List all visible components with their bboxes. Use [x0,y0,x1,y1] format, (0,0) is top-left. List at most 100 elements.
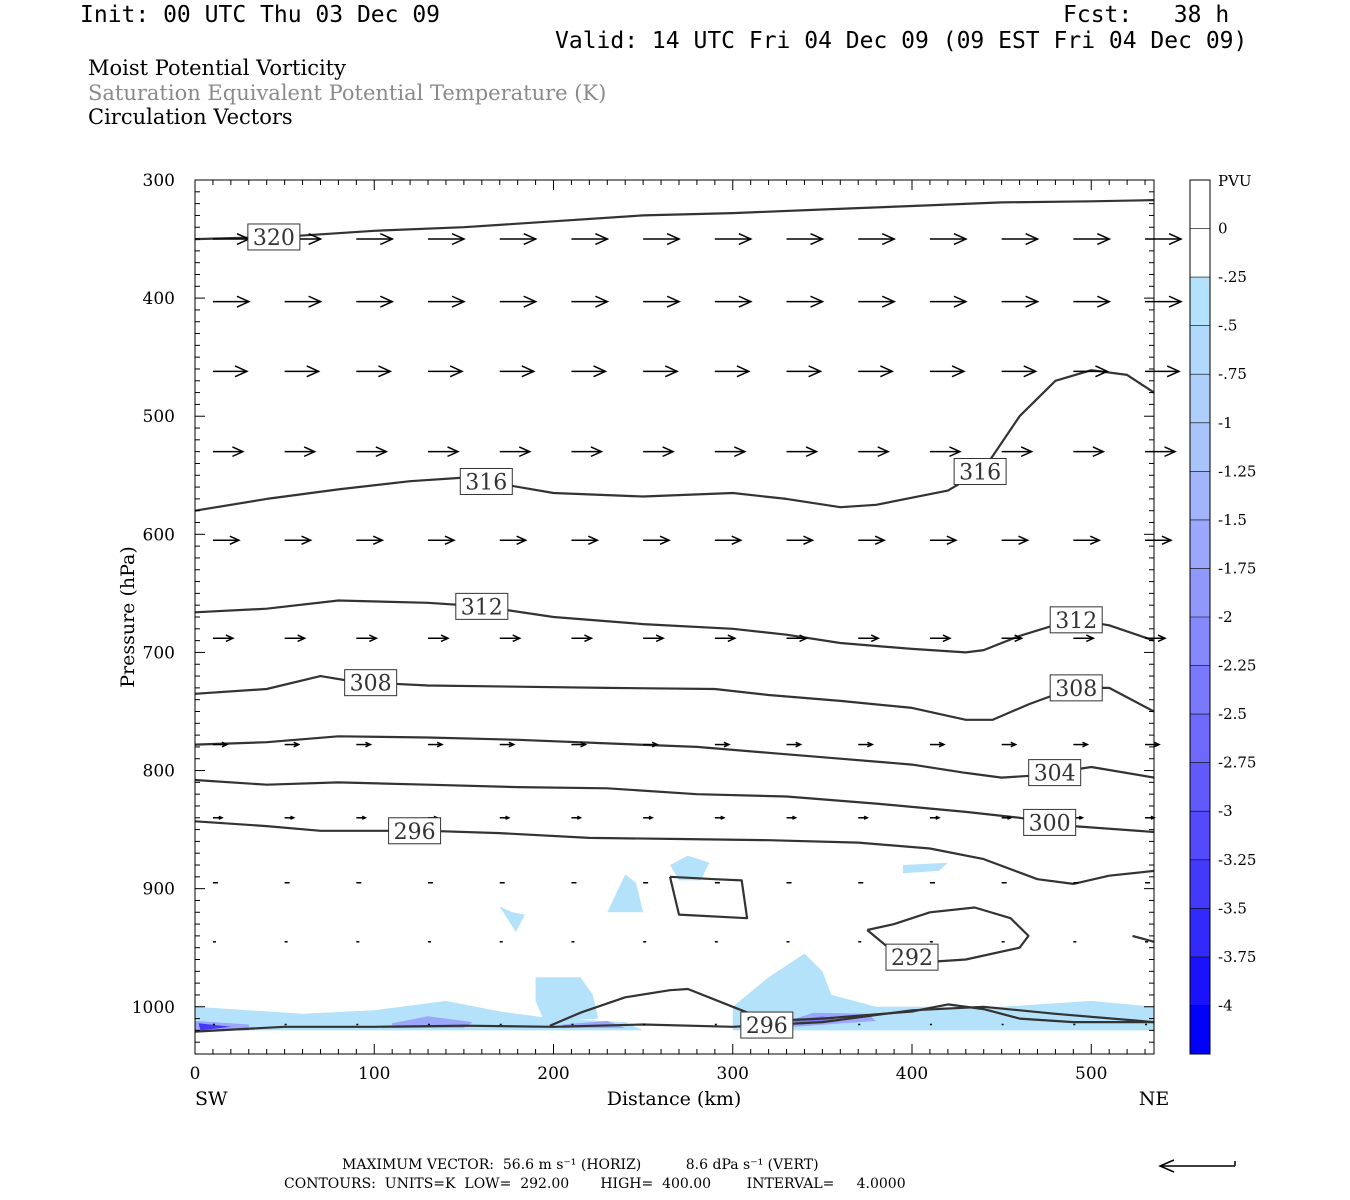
vector-4-13 [1145,535,1173,546]
contour-308-3 [194,674,1155,721]
colorbar-label: -1 [1218,414,1233,432]
colorbar-label: -2.5 [1218,705,1247,723]
max-vector-footer: MAXIMUM VECTOR: 56.6 m s⁻¹ (HORIZ) 8.6 d… [342,1157,819,1173]
vector-6-12 [1073,741,1090,748]
x-tick-label: 400 [896,1064,928,1084]
vector-0-9 [858,232,897,246]
colorbar-unit-label: PVU [1218,172,1252,190]
x-tick-label: 500 [1075,1064,1107,1084]
vector-3-12 [1073,446,1106,458]
contour-300-5 [194,778,1155,834]
colorbar: 0 -.25 -.5 -.75 -1 -1.25 -1.5 -1.75 -2 -2.25 -2.5 -… [1189,179,1256,1055]
pv-shade-0 [195,1000,644,1031]
colorbar-bin [1190,568,1210,617]
colorbar-bin [1190,471,1210,520]
y-tick-label: 300 [143,171,175,191]
colorbar-label: -1.25 [1218,462,1256,480]
colorbar-bin [1190,956,1210,1006]
vector-6-7 [714,741,731,748]
vector-3-6 [643,446,675,458]
vector-4-3 [428,535,456,546]
y-axis-label: Pressure (hPa) [117,546,139,688]
y-tick-label: 400 [143,289,175,309]
colorbar-label: -2.25 [1218,657,1256,675]
vector-5-12 [1073,634,1096,643]
contour-312-2 [194,599,1155,654]
contour-296-11 [194,1005,1155,1033]
colorbar-bin [1190,859,1210,909]
contour-292-7 [668,875,749,920]
contour-label-6: 308 [1049,674,1103,702]
svg-text:312: 312 [1055,609,1097,634]
vector-1-3 [428,295,466,308]
vector-3-0 [212,446,245,458]
vector-6-1 [284,741,301,748]
svg-text:316: 316 [959,460,1001,485]
x-tick-label: 0 [190,1064,201,1084]
contour-label-2: 316 [953,457,1007,485]
vector-5-10 [929,634,952,643]
vector-layer [212,232,1183,1026]
title-line-2: Saturation Equivalent Potential Temperat… [88,81,607,105]
y-tick-label: 900 [143,880,175,900]
vector-3-4 [499,446,532,458]
vector-4-8 [786,535,815,546]
svg-text:300: 300 [1029,811,1071,836]
pv-shade-1 [535,977,599,1023]
vector-6-13 [1145,741,1161,748]
svg-text:304: 304 [1034,762,1076,787]
vector-1-0 [212,295,251,308]
colorbar-bin [1190,277,1210,326]
pv-shade-5 [670,855,710,881]
vector-0-7 [714,232,753,246]
contours-footer: CONTOURS: UNITS=K LOW= 292.00 HIGH= 400.… [284,1176,906,1192]
vector-4-5 [571,535,600,546]
forecast-hour: Fcst: 38 h [1063,2,1230,28]
pv-shading-layer [195,855,1154,1031]
colorbar-label: -.75 [1218,365,1247,383]
vector-0-4 [499,232,538,246]
vector-0-3 [428,232,466,246]
title-line-1: Moist Potential Vorticity [88,56,346,80]
axis-ticks: 300 400 500 600 700 800 900 1000 0 100 200 300 400 50… [132,171,1154,1084]
vector-7-10 [929,815,941,820]
vector-4-1 [284,535,313,546]
vector-5-4 [499,634,522,643]
colorbar-label: -.25 [1218,268,1247,286]
vector-6-5 [571,741,588,748]
vector-3-1 [284,446,317,458]
x-tick-label: 100 [358,1064,390,1084]
vector-6-10 [929,741,946,748]
vector-5-3 [428,634,450,643]
vector-7-9 [858,815,870,820]
x-tick-label: 300 [717,1064,749,1084]
vector-2-0 [212,365,249,378]
y-tick-label: 600 [143,525,175,545]
vector-5-1 [284,634,307,643]
pv-shade-2 [732,953,1154,1031]
contour-292-9 [1132,934,1155,943]
y-tick-label: 700 [143,643,175,663]
colorbar-bin [1190,1005,1210,1054]
vector-7-2 [356,815,368,820]
x-end-left-label: SW [195,1088,228,1110]
vector-2-13 [1145,365,1181,378]
colorbar-bin [1190,228,1210,278]
vector-2-4 [499,365,536,378]
colorbar-bin [1190,374,1210,423]
vector-2-6 [643,365,679,378]
vector-3-11 [1001,446,1034,458]
colorbar-bin [1190,617,1210,666]
vector-0-6 [643,232,681,246]
vector-3-5 [571,446,604,458]
colorbar-bin [1190,422,1210,472]
colorbar-label: -3 [1218,802,1233,820]
vector-5-13 [1145,634,1167,643]
vector-7-0 [212,815,224,820]
vector-1-5 [571,295,610,308]
x-tick-label: 200 [537,1064,569,1084]
contour-label-1: 316 [459,467,513,495]
vector-5-8 [786,634,809,643]
vector-0-11 [1001,232,1040,246]
vector-4-0 [212,535,241,546]
